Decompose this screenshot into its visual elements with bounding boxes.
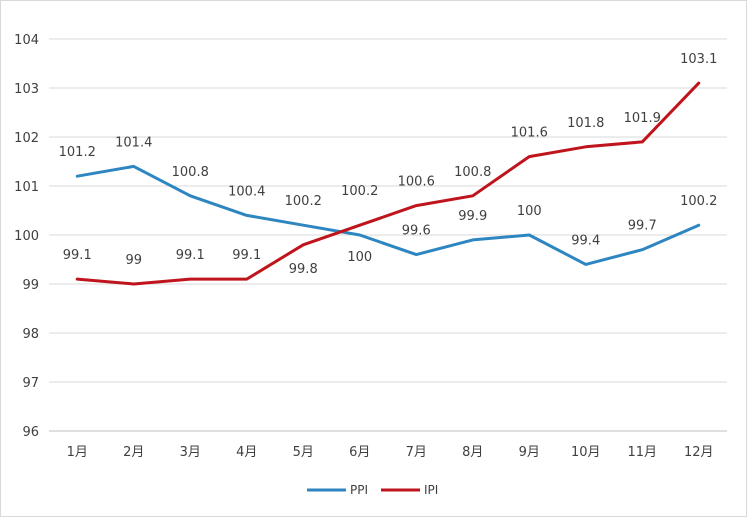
x-tick-label: 10月 xyxy=(571,445,601,460)
gridlines xyxy=(49,38,727,432)
data-label-ppi: 100 xyxy=(517,204,542,219)
data-label-ipi: 100.8 xyxy=(454,165,491,180)
data-label-ppi: 100 xyxy=(347,250,372,265)
data-label-ipi: 101.8 xyxy=(567,116,604,131)
x-tick-label: 8月 xyxy=(462,445,483,460)
data-label-ipi: 101.9 xyxy=(624,111,661,126)
x-tick-label: 4月 xyxy=(236,445,257,460)
data-label-ppi: 100.8 xyxy=(172,165,209,180)
y-tick-label: 97 xyxy=(22,376,39,391)
data-label-ipi: 100.6 xyxy=(398,175,435,190)
y-axis-ticks: 96 97 98 99 100 101 102 103 104 xyxy=(14,33,39,440)
data-label-ppi: 99.6 xyxy=(402,224,431,239)
series-lines xyxy=(75,81,701,286)
data-label-ipi: 100.2 xyxy=(341,184,378,199)
data-label-ppi: 99.9 xyxy=(458,209,487,224)
data-label-ppi: 101.4 xyxy=(115,135,152,150)
data-label-ipi: 99.8 xyxy=(289,262,318,277)
data-label-ipi: 101.6 xyxy=(511,126,548,141)
y-tick-label: 101 xyxy=(14,180,39,195)
x-tick-label: 6月 xyxy=(349,445,370,460)
x-tick-label: 12月 xyxy=(684,445,714,460)
x-tick-label: 11月 xyxy=(627,445,657,460)
x-tick-label: 9月 xyxy=(519,445,540,460)
legend-label-ipi: IPI xyxy=(424,483,438,497)
x-tick-label: 3月 xyxy=(180,445,201,460)
data-label-ppi: 99.7 xyxy=(628,219,657,234)
x-tick-label: 1月 xyxy=(67,445,88,460)
data-label-ppi: 100.4 xyxy=(228,184,265,199)
data-label-ipi: 99.1 xyxy=(63,248,92,263)
x-tick-label: 2月 xyxy=(123,445,144,460)
y-tick-label: 98 xyxy=(22,327,39,342)
y-tick-label: 96 xyxy=(22,425,39,440)
x-axis-ticks: 1月 2月 3月 4月 5月 6月 7月 8月 9月 10月 11月 12月 xyxy=(67,445,714,460)
data-label-ppi: 100.2 xyxy=(680,194,717,209)
data-label-ppi: 101.2 xyxy=(59,145,96,160)
y-tick-label: 103 xyxy=(14,82,39,97)
legend-label-ppi: PPI xyxy=(350,483,368,497)
data-label-ipi: 103.1 xyxy=(680,52,717,67)
data-label-ipi: 99.1 xyxy=(176,248,205,263)
x-tick-label: 5月 xyxy=(293,445,314,460)
data-label-ipi: 99 xyxy=(125,253,142,268)
legend: PPI IPI xyxy=(307,483,438,497)
y-tick-label: 104 xyxy=(14,33,39,48)
series-line-ipi xyxy=(75,81,701,286)
y-tick-label: 100 xyxy=(14,229,39,244)
y-tick-label: 99 xyxy=(22,278,39,293)
data-label-ipi: 99.1 xyxy=(232,248,261,263)
series-line-ppi xyxy=(75,164,701,266)
data-label-ppi: 99.4 xyxy=(571,233,600,248)
x-tick-label: 7月 xyxy=(406,445,427,460)
data-label-ppi: 100.2 xyxy=(285,194,322,209)
data-labels: 101.2 101.4 100.8 100.4 100.2 100 99.6 99.9 100 9… xyxy=(59,52,718,277)
y-tick-label: 102 xyxy=(14,131,39,146)
